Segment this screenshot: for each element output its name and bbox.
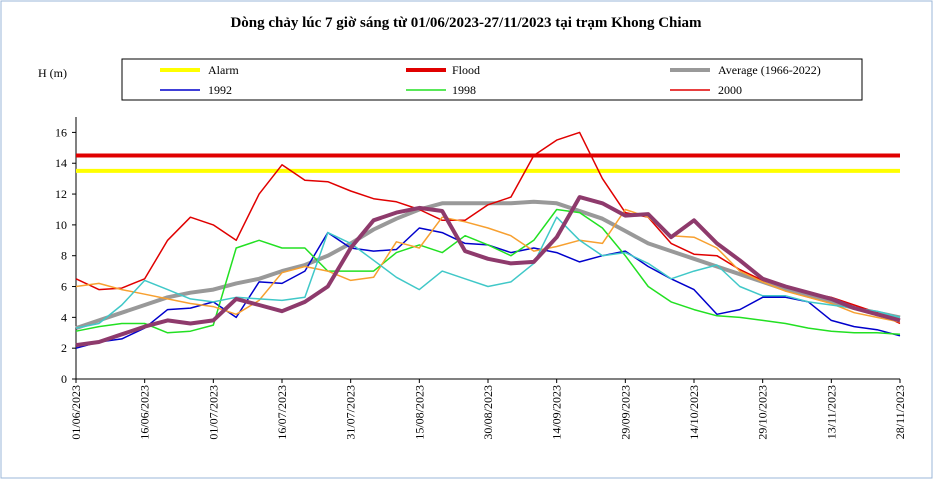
legend-label: Average (1966-2022) xyxy=(718,63,821,77)
x-tick-label: 30/08/2023 xyxy=(481,385,495,440)
x-tick-label: 28/11/2023 xyxy=(893,385,907,439)
legend-label: 1992 xyxy=(208,83,232,97)
y-tick-label: 2 xyxy=(61,341,67,355)
x-tick-label: 31/07/2023 xyxy=(344,385,358,440)
legend-label: 2000 xyxy=(718,83,742,97)
series-line xyxy=(75,208,901,336)
y-tick-label: 14 xyxy=(55,156,67,170)
x-tick-label: 15/08/2023 xyxy=(412,385,426,440)
legend-label: 1998 xyxy=(452,83,476,97)
y-tick-label: 10 xyxy=(55,218,67,232)
x-tick-label: 29/10/2023 xyxy=(756,385,770,440)
y-tick-label: 16 xyxy=(55,125,67,139)
x-tick-label: 14/09/2023 xyxy=(550,385,564,440)
x-tick-label: 13/11/2023 xyxy=(824,385,838,439)
x-tick-label: 16/07/2023 xyxy=(275,385,289,440)
x-tick-label: 01/06/2023 xyxy=(69,385,83,440)
legend-label: Flood xyxy=(452,63,480,77)
series-line xyxy=(75,195,901,348)
series-line xyxy=(75,208,901,323)
series-line xyxy=(75,216,901,329)
y-tick-label: 6 xyxy=(61,280,67,294)
legend-label: Alarm xyxy=(208,63,239,77)
chart-title: Dòng chảy lúc 7 giờ sáng từ 01/06/2023-2… xyxy=(230,15,702,31)
x-tick-label: 01/07/2023 xyxy=(206,385,220,440)
x-tick-label: 14/10/2023 xyxy=(687,385,701,440)
y-tick-label: 0 xyxy=(61,372,67,386)
y-tick-label: 12 xyxy=(55,187,67,201)
x-tick-label: 16/06/2023 xyxy=(138,385,152,440)
x-tick-label: 29/09/2023 xyxy=(618,385,632,440)
y-tick-label: 4 xyxy=(61,310,67,324)
legend-box xyxy=(121,58,863,101)
y-axis-label: H (m) xyxy=(38,66,67,80)
y-tick-label: 8 xyxy=(61,249,67,263)
